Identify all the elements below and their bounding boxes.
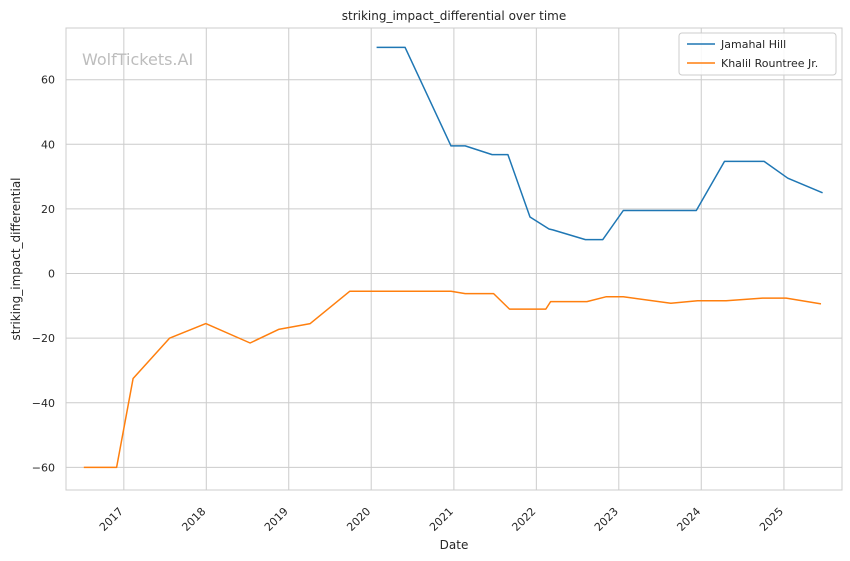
legend-label-jamahal-hill: Jamahal Hill: [720, 38, 786, 51]
series-lines: [83, 46, 823, 469]
x-tick-label: 2021: [427, 505, 456, 534]
legend-box: [678, 32, 837, 76]
series-line-jamahal-hill: [376, 46, 823, 241]
y-tick-label: 60: [41, 74, 55, 87]
watermark: WolfTickets.AI: [82, 50, 193, 69]
series-line-khalil-rountree: [83, 290, 822, 469]
y-tick-label: 40: [41, 138, 55, 151]
x-tick-label: 2025: [757, 505, 786, 534]
legend: Jamahal Hill Khalil Rountree Jr.: [678, 32, 837, 76]
y-tick-label: −40: [32, 397, 55, 410]
x-tick-label: 2019: [262, 505, 291, 534]
x-tick-label: 2018: [179, 505, 208, 534]
plot-frame: [65, 27, 843, 491]
y-tick-label: 20: [41, 203, 55, 216]
y-axis-title: striking_impact_differential: [9, 177, 23, 340]
x-tick-label: 2017: [97, 505, 126, 534]
chart-title: striking_impact_differential over time: [342, 9, 567, 23]
x-tick-labels: 2017 2018 2019 2020 2021 2022 2023 2024 2025: [97, 505, 786, 534]
grid-lines: [66, 28, 842, 490]
x-tick-label: 2020: [344, 505, 373, 534]
x-axis-title: Date: [440, 538, 469, 552]
y-tick-label: −20: [32, 332, 55, 345]
legend-label-khalil-rountree: Khalil Rountree Jr.: [721, 57, 818, 70]
y-tick-label: 0: [48, 268, 55, 281]
y-tick-label: −60: [32, 461, 55, 474]
x-tick-label: 2023: [592, 505, 621, 534]
x-tick-label: 2022: [509, 505, 538, 534]
y-tick-labels: −60 −40 −20 0 20 40 60: [32, 74, 55, 475]
x-tick-label: 2024: [674, 505, 703, 534]
